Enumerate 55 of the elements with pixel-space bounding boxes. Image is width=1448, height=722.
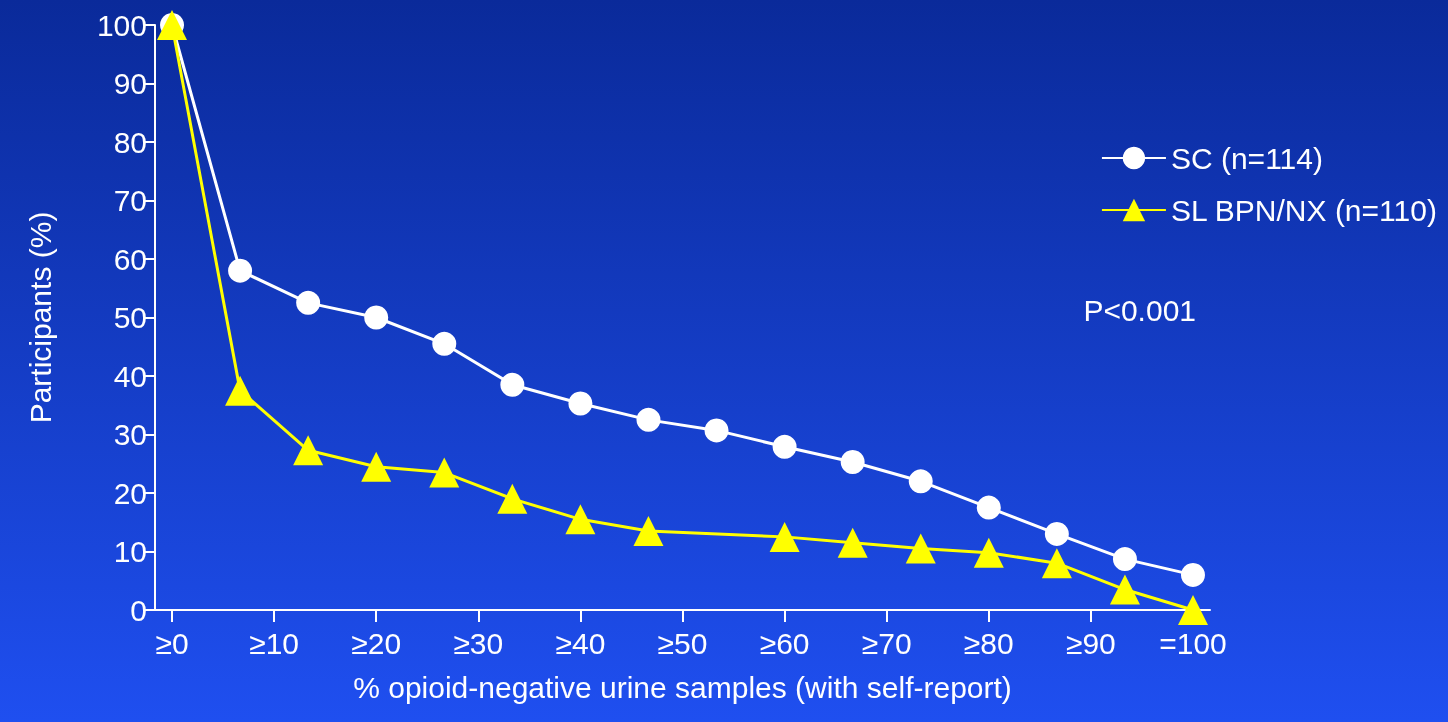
point <box>976 495 1001 520</box>
point <box>633 516 664 547</box>
y-tick-label: 10 <box>113 535 147 568</box>
point <box>364 305 389 330</box>
point <box>1112 547 1137 572</box>
point <box>837 527 868 558</box>
y-tick-label: 30 <box>113 418 147 451</box>
y-tick-label: 20 <box>113 476 147 510</box>
point <box>361 451 392 482</box>
x-tick-label: ≥20 <box>351 626 402 660</box>
point <box>225 375 256 406</box>
point <box>432 331 457 356</box>
x-axis-title: % opioid-negative urine samples (with self-report) <box>353 670 1012 704</box>
point <box>769 521 800 552</box>
y-tick-label: 90 <box>113 67 147 100</box>
x-tick-label: ≥50 <box>657 626 708 660</box>
x-tick-label: ≥30 <box>453 626 504 660</box>
point <box>296 290 321 315</box>
point <box>429 457 460 488</box>
point <box>500 372 525 397</box>
point <box>772 434 797 459</box>
point <box>973 537 1004 568</box>
y-tick-label: 50 <box>113 301 147 334</box>
point <box>704 418 729 443</box>
point <box>908 469 933 494</box>
y-tick-label: 40 <box>113 359 147 393</box>
y-tick-label: 80 <box>113 125 147 159</box>
x-tick-label: ≥90 <box>1065 626 1116 660</box>
y-tick-label: 70 <box>113 184 147 217</box>
point <box>840 450 865 474</box>
point <box>497 483 528 514</box>
y-tick-label: 100 <box>96 8 147 42</box>
point <box>905 533 936 564</box>
point <box>1109 574 1140 605</box>
annotation: P<0.001 <box>1083 293 1197 327</box>
point <box>568 391 593 416</box>
point <box>228 258 253 283</box>
legend-label: SL BPN/NX (n=110) <box>1170 193 1437 227</box>
x-tick-label: ≥70 <box>861 626 912 660</box>
point <box>1041 548 1072 579</box>
point <box>293 435 324 466</box>
x-tick-label: ≥60 <box>759 626 810 660</box>
x-tick-label: ≥10 <box>249 626 300 660</box>
y-tick-label: 60 <box>113 242 147 276</box>
y-axis-title: Participants (%) <box>23 211 57 424</box>
x-tick-label: =100 <box>1159 626 1227 660</box>
point <box>1181 562 1205 587</box>
point <box>1044 521 1069 546</box>
point <box>636 407 661 432</box>
point <box>565 504 596 535</box>
legend-label: SC (n=114) <box>1170 141 1323 175</box>
x-tick-label: ≥40 <box>555 626 606 660</box>
x-tick-label: ≥0 <box>155 626 189 660</box>
x-tick-label: ≥80 <box>963 626 1014 660</box>
point <box>1177 595 1208 625</box>
